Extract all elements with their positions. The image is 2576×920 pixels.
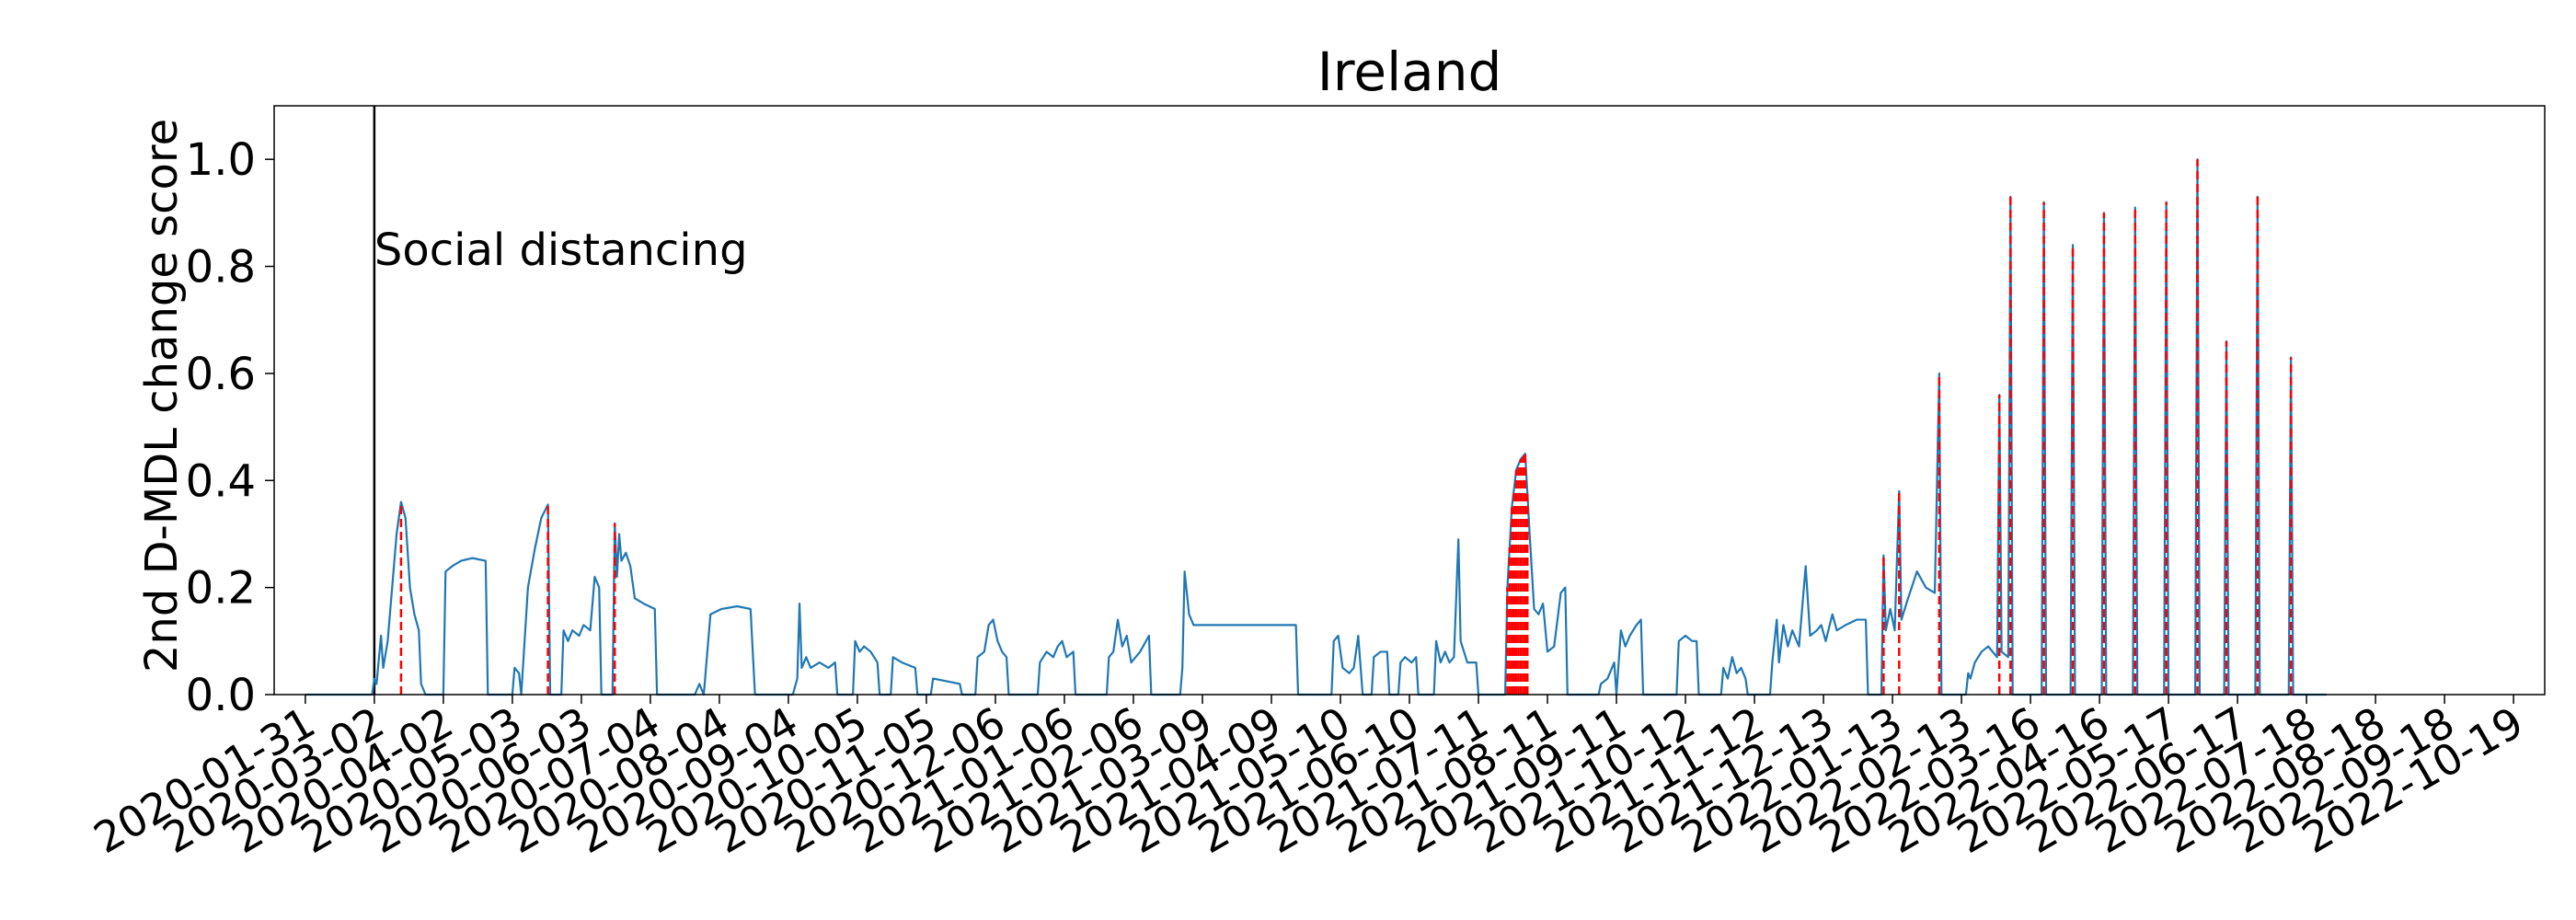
plot-frame: [273, 105, 2546, 696]
y-tick-label: 0.0: [186, 670, 256, 721]
y-axis: 0.0 0.2 0.4 0.6 0.8 1.0: [186, 134, 274, 721]
x-axis: 2020-01-312020-03-022020-04-022020-05-03…: [86, 695, 2532, 863]
y-tick-label: 0.8: [186, 242, 256, 293]
chart-title: Ireland: [1317, 40, 1502, 103]
y-tick-label: 0.6: [186, 349, 256, 400]
event-label: Social distancing: [374, 224, 748, 276]
y-tick-label: 1.0: [186, 134, 256, 186]
y-tick-label: 0.4: [186, 455, 256, 507]
plot-area: Social distancing: [305, 106, 2327, 696]
y-tick-label: 0.2: [186, 563, 256, 615]
y-axis-label: 2nd D-MDL change score: [136, 119, 188, 673]
